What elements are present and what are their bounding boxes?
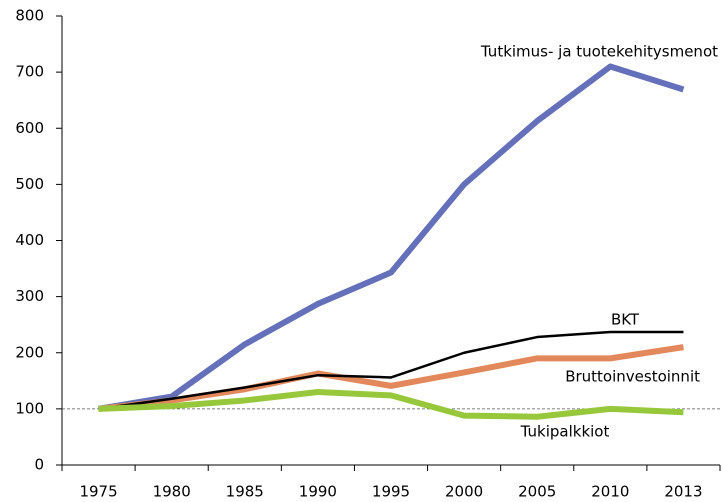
y-tick-label: 400	[15, 231, 44, 249]
series-line	[98, 344, 684, 412]
x-tick-label: 2000	[445, 483, 483, 501]
x-tick-label: 1985	[226, 483, 264, 501]
x-tick-label: 2013	[664, 483, 702, 501]
y-tick-label: 700	[15, 63, 44, 81]
series-label: Tutkimus- ja tuotekehitysmenot	[480, 43, 718, 61]
series-line	[98, 389, 684, 420]
x-tick-label: 1990	[299, 483, 337, 501]
series-line	[98, 330, 684, 411]
y-tick-label: 600	[15, 119, 44, 137]
y-tick-label: 500	[15, 175, 44, 193]
y-tick-label: 300	[15, 287, 44, 305]
y-tick-label: 200	[15, 343, 44, 361]
y-tick-label: 800	[15, 7, 44, 25]
x-tick-label: 2010	[591, 483, 629, 501]
series-label: Bruttoinvestoinnit	[565, 368, 700, 386]
series-line	[98, 63, 685, 412]
y-tick-label: 100	[15, 399, 44, 417]
x-tick-label: 1995	[372, 483, 410, 501]
y-tick-label: 0	[34, 456, 44, 474]
series-label: Tukipalkkiot	[520, 423, 610, 441]
x-tick-label: 2005	[518, 483, 556, 501]
x-tick-label: 1980	[153, 483, 191, 501]
x-tick-label: 1975	[79, 483, 117, 501]
series-label: BKT	[611, 311, 640, 329]
